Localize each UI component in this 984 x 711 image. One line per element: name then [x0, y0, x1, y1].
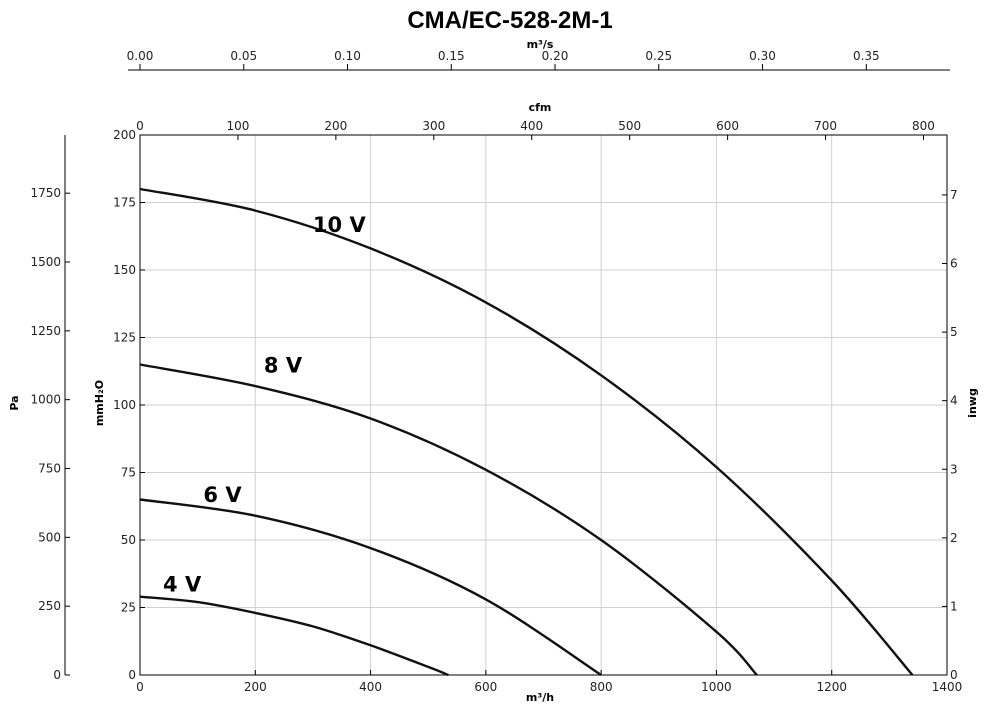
x-bottom-tick-label: 1000: [701, 680, 732, 694]
x-m3s-tick-label: 0.05: [230, 49, 257, 63]
x-cfm-tick-label: 400: [520, 119, 543, 133]
y-inwg-tick-label: 1: [950, 599, 958, 613]
x-cfm-tick-label: 300: [422, 119, 445, 133]
y-mmh2o-tick-label: 150: [113, 263, 136, 277]
x-cfm-tick-label: 500: [618, 119, 641, 133]
curve-label-10v: 10 V: [313, 213, 367, 237]
x-bottom-tick-label: 1200: [816, 680, 847, 694]
x-bottom-tick-label: 200: [244, 680, 267, 694]
y-pa-tick-label: 1500: [30, 255, 61, 269]
x-m3s-tick-label: 0.35: [853, 49, 880, 63]
y-mmh2o-tick-label: 175: [113, 196, 136, 210]
x-cfm-tick-label: 600: [716, 119, 739, 133]
curve-label-8v: 8 V: [264, 354, 303, 378]
y-inwg-tick-label: 7: [950, 188, 958, 202]
y-pa-tick-label: 750: [38, 462, 61, 476]
x-m3s-tick-label: 0.10: [334, 49, 361, 63]
curve-label-4v: 4 V: [163, 572, 202, 596]
y-mmh2o-tick-label: 50: [121, 533, 136, 547]
x-axis-label-m3s: m³/s: [527, 38, 554, 51]
x-m3s-tick-label: 0.15: [438, 49, 465, 63]
y-axis-label-mmh2o: mmH₂O: [93, 380, 106, 426]
curve-6v: [139, 498, 602, 677]
y-pa-tick-label: 1250: [30, 324, 61, 338]
y-axis-label-pa: Pa: [8, 395, 21, 410]
x-cfm-tick-label: 0: [136, 119, 144, 133]
y-mmh2o-tick-label: 100: [113, 398, 136, 412]
curve-8v: [139, 363, 758, 676]
y-inwg-tick-label: 3: [950, 462, 958, 476]
axes: [64, 64, 950, 676]
y-pa-tick-label: 1000: [30, 393, 61, 407]
y-inwg-tick-label: 2: [950, 531, 958, 545]
x-cfm-tick-label: 200: [324, 119, 347, 133]
x-bottom-tick-label: 0: [136, 680, 144, 694]
y-mmh2o-tick-label: 75: [121, 466, 136, 480]
y-inwg-tick-label: 4: [950, 394, 958, 408]
y-pa-tick-label: 250: [38, 599, 61, 613]
x-cfm-tick-label: 700: [814, 119, 837, 133]
x-bottom-tick-label: 1400: [932, 680, 963, 694]
curve-4v: [139, 595, 449, 677]
y-inwg-tick-label: 0: [950, 668, 958, 682]
x-cfm-tick-label: 800: [912, 119, 935, 133]
y-mmh2o-tick-label: 25: [121, 601, 136, 615]
x-m3s-tick-label: 0.00: [127, 49, 154, 63]
y-mmh2o-tick-label: 0: [128, 668, 136, 682]
x-bottom-tick-label: 400: [359, 680, 382, 694]
x-m3s-tick-label: 0.25: [645, 49, 672, 63]
y-inwg-tick-label: 5: [950, 325, 958, 339]
y-mmh2o-tick-label: 200: [113, 128, 136, 142]
x-axis-label-cfm: cfm: [529, 101, 552, 114]
grid: [140, 135, 947, 675]
y-inwg-tick-label: 6: [950, 257, 958, 271]
y-mmh2o-tick-label: 125: [113, 331, 136, 345]
x-bottom-tick-label: 600: [474, 680, 497, 694]
x-axis-label-m3h: m³/h: [526, 691, 554, 704]
x-m3s-tick-label: 0.20: [542, 49, 569, 63]
y-pa-tick-label: 0: [53, 668, 61, 682]
x-m3s-tick-label: 0.30: [749, 49, 776, 63]
chart-title: CMA/EC-528-2M-1: [407, 7, 612, 34]
curve-10v: [139, 187, 914, 676]
series: 10 V 8 V 6 V 4 V: [139, 187, 914, 677]
y-pa-tick-label: 500: [38, 530, 61, 544]
y-axis-label-inwg: inwg: [966, 388, 979, 418]
y-pa-tick-label: 1750: [30, 186, 61, 200]
curve-label-6v: 6 V: [203, 483, 242, 507]
x-bottom-tick-label: 800: [590, 680, 613, 694]
x-cfm-tick-label: 100: [226, 119, 249, 133]
